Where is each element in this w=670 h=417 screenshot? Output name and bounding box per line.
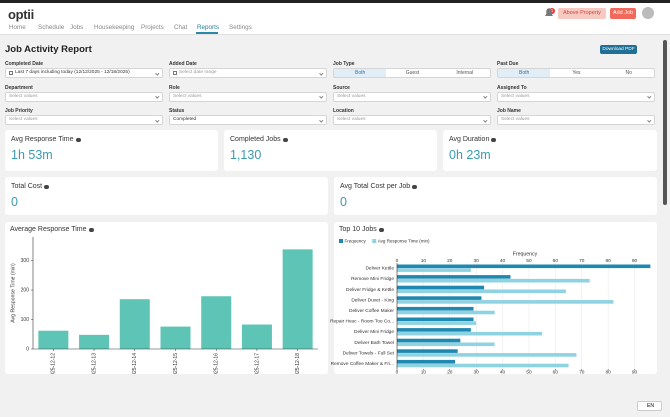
add-job-button[interactable]: Add Job [610, 8, 636, 19]
segment-option[interactable]: Guest [386, 69, 438, 77]
info-icon[interactable] [379, 228, 384, 233]
filter-label: Status [169, 108, 184, 114]
filter-placeholder: Select values [337, 116, 366, 124]
filter-input[interactable]: Select values [333, 115, 491, 125]
segment-option[interactable]: Internal [439, 69, 491, 77]
filter-label: Role [169, 85, 180, 91]
kpi-card: Avg Total Cost per Job 0 [334, 177, 657, 215]
filter-value: Last 7 days including today (12/12/2025 … [15, 69, 130, 77]
chevron [483, 94, 487, 98]
filter-input[interactable]: Last 7 days including today (12/12/2025 … [5, 68, 163, 78]
nav-item[interactable]: Home [9, 24, 26, 31]
kpi-label: Avg Duration [449, 136, 489, 143]
filter-placeholder: Select values [173, 93, 202, 101]
nav-item[interactable]: Jobs [70, 24, 83, 31]
chevron [647, 94, 651, 98]
filter-label: Assigned To [497, 85, 527, 91]
filter-value: Completed [173, 116, 196, 124]
kpi-value: 0 [340, 195, 347, 209]
filter-input[interactable]: Select values [333, 92, 491, 102]
nav-item[interactable]: Settings [229, 24, 252, 31]
chart-title: Top 10 Jobs [339, 226, 377, 233]
kpi-value: 0 [11, 195, 18, 209]
kpi-card: Total Cost 0 [5, 177, 328, 215]
filter-input[interactable]: Completed [169, 115, 327, 125]
info-icon[interactable] [412, 185, 417, 190]
chevron [319, 94, 323, 98]
kpi-label: Avg Response Time [11, 136, 74, 143]
filter-input[interactable]: Select values [497, 115, 655, 125]
filter-placeholder: Select values [501, 93, 530, 101]
info-icon[interactable] [44, 185, 49, 190]
info-icon[interactable] [283, 138, 288, 143]
kpi-card: Avg Duration 0h 23m [443, 130, 657, 171]
filter-input[interactable]: Select values [169, 92, 327, 102]
calendar-icon [173, 71, 177, 75]
filter-input[interactable]: Select date range [169, 68, 327, 78]
info-icon[interactable] [76, 138, 81, 143]
filter-input[interactable]: Select values [497, 92, 655, 102]
info-icon[interactable] [89, 228, 94, 233]
segment-option[interactable]: Both [498, 69, 550, 77]
chevron [155, 118, 159, 122]
chevron [155, 94, 159, 98]
filter-label: Completed Date [5, 61, 43, 67]
nav-item[interactable]: Schedule [38, 24, 64, 31]
filter-input[interactable]: Select values [5, 115, 163, 125]
filter-label: Added Date [169, 61, 197, 67]
language-select[interactable]: EN [637, 401, 662, 411]
filter-input[interactable]: BothGuestInternal [333, 68, 491, 78]
filter-label: Job Type [333, 61, 355, 67]
kpi-label: Completed Jobs [230, 136, 281, 143]
logo: optii [8, 7, 34, 22]
scrollbar [663, 40, 667, 205]
avatar [642, 7, 654, 19]
property-button[interactable]: Above Property [558, 8, 606, 19]
chart-card: Average Response Time [5, 222, 328, 374]
segment-option[interactable]: Both [334, 69, 386, 77]
chevron [319, 71, 323, 75]
nav-underline [196, 32, 218, 34]
chevron [319, 118, 323, 122]
filter-label: Source [333, 85, 350, 91]
chart-card: Top 10 Jobs [334, 222, 657, 374]
filter-placeholder: Select date range [179, 69, 217, 77]
nav-item[interactable]: Projects [141, 24, 164, 31]
filter-placeholder: Select values [337, 93, 366, 101]
filter-label: Location [333, 108, 354, 114]
kpi-label: Total Cost [11, 183, 42, 190]
filter-placeholder: Select values [9, 93, 38, 101]
segment-option[interactable]: No [603, 69, 655, 77]
kpi-value: 0h 23m [449, 148, 491, 162]
kpi-card: Avg Response Time 1h 53m [5, 130, 218, 171]
page-title: Job Activity Report [5, 44, 92, 55]
kpi-value: 1,130 [230, 148, 261, 162]
filter-input[interactable]: BothYesNo [497, 68, 655, 78]
filter-input[interactable]: Select values [5, 92, 163, 102]
nav-item[interactable]: Housekeeping [94, 24, 134, 31]
filter-label: Department [5, 85, 33, 91]
filter-label: Past Due [497, 61, 518, 67]
nav-item[interactable]: Reports [197, 24, 219, 31]
kpi-card: Completed Jobs 1,130 [224, 130, 437, 171]
info-icon[interactable] [491, 138, 496, 143]
chevron [647, 118, 651, 122]
segment-option[interactable]: Yes [550, 69, 602, 77]
nav-item[interactable]: Chat [174, 24, 187, 31]
filter-label: Job Priority [5, 108, 33, 114]
kpi-value: 1h 53m [11, 148, 53, 162]
filter-placeholder: Select values [9, 116, 38, 124]
calendar-icon [9, 71, 13, 75]
chevron [155, 71, 159, 75]
chevron [483, 118, 487, 122]
notification-badge: 1 [549, 8, 555, 14]
kpi-label: Avg Total Cost per Job [340, 183, 410, 190]
filter-label: Job Name [497, 108, 521, 114]
chart-title: Average Response Time [10, 226, 87, 233]
filter-placeholder: Select values [501, 116, 530, 124]
download-button[interactable]: Download PDF [600, 45, 637, 54]
